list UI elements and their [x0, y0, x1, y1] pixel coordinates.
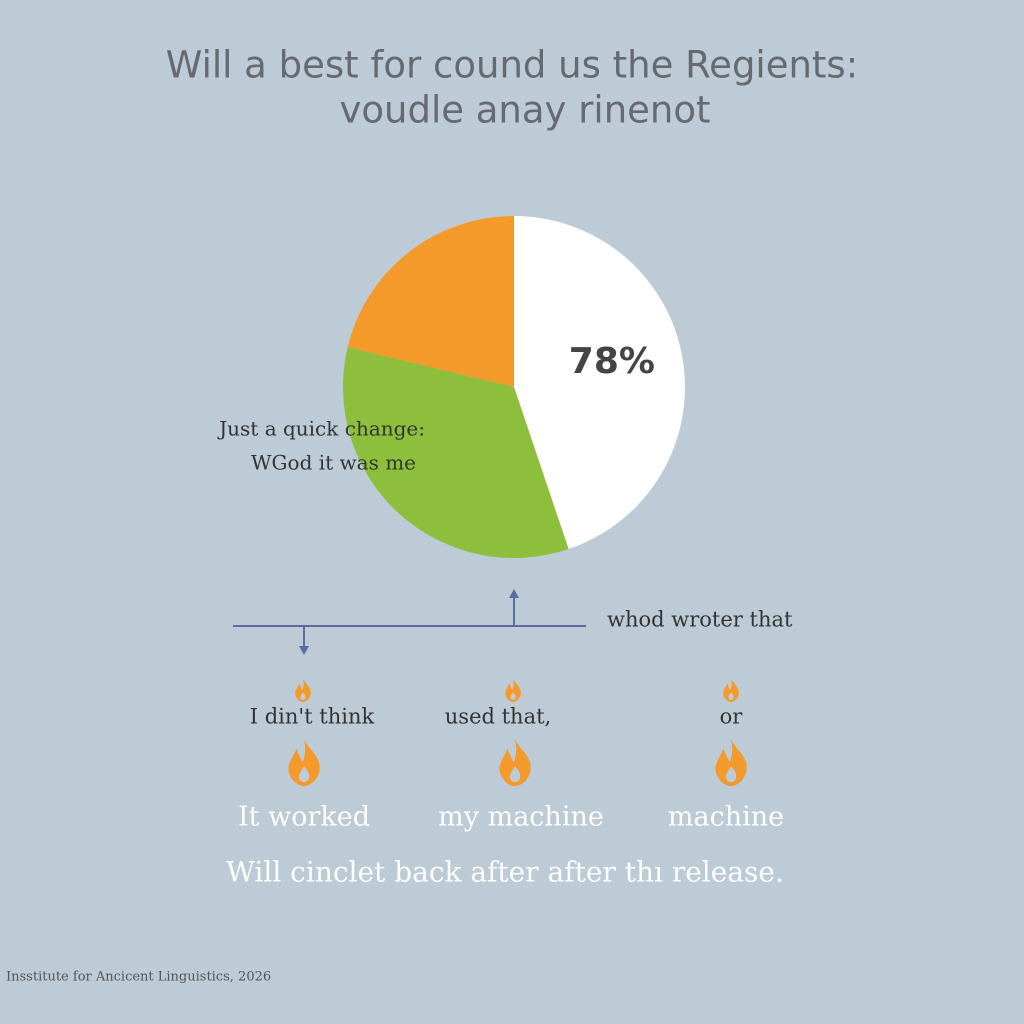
message: Will cinclet back after after thı releas… — [226, 856, 784, 889]
pie: 78% — [343, 216, 686, 558]
callout: whod wroter that — [607, 608, 793, 632]
subtitle: voudle anay rinenot — [339, 89, 710, 132]
pie-slice — [514, 216, 686, 550]
icons — [288, 679, 747, 787]
item-bottom: It worked — [238, 802, 370, 833]
item-top: I din't think — [250, 705, 375, 729]
item-bottom: machine — [668, 802, 784, 833]
annotation: Just a quick change: — [217, 417, 425, 441]
source: Insstitute for Ancicent Linguistics, 202… — [6, 970, 271, 985]
connector — [233, 589, 586, 655]
item-bottom: my machine — [438, 802, 604, 833]
slice-label: 78% — [569, 341, 655, 382]
annotation: WGod it was me — [251, 451, 416, 475]
title: Will a best for cound us the Regients: — [166, 44, 858, 87]
item-top: used that, — [445, 705, 551, 729]
pie-slice — [343, 347, 569, 558]
item-top: or — [720, 705, 744, 729]
pie-slice — [347, 216, 514, 387]
